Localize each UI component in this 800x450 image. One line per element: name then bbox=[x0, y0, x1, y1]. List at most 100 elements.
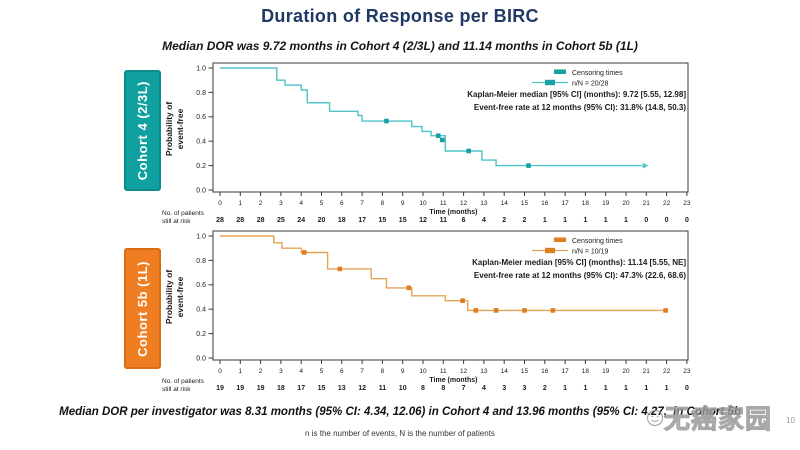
svg-text:12: 12 bbox=[460, 200, 468, 207]
footer-median-line: Median DOR per investigator was 8.31 mon… bbox=[0, 406, 800, 418]
svg-text:6: 6 bbox=[340, 200, 344, 207]
watermark-text: 无癌家园 bbox=[663, 404, 773, 435]
censoring-marker-icon bbox=[554, 237, 566, 242]
svg-text:19: 19 bbox=[216, 385, 224, 392]
slide-subtitle: Median DOR was 9.72 months in Cohort 4 (… bbox=[162, 39, 638, 53]
n-over-N-marker-icon bbox=[545, 79, 555, 86]
svg-text:event-free: event-free bbox=[175, 108, 185, 149]
svg-text:18: 18 bbox=[277, 385, 285, 392]
y-axis-label: Probability of event-free bbox=[164, 102, 185, 156]
cohort4-badge-label: Cohort 4 (2/3L) bbox=[135, 80, 150, 181]
svg-text:21: 21 bbox=[643, 200, 651, 207]
svg-text:0.6: 0.6 bbox=[196, 114, 206, 121]
svg-text:15: 15 bbox=[379, 217, 387, 224]
svg-text:4: 4 bbox=[482, 385, 486, 392]
km-curve bbox=[220, 67, 643, 167]
svg-text:0.8: 0.8 bbox=[196, 90, 206, 97]
svg-text:1: 1 bbox=[563, 385, 567, 392]
svg-text:7: 7 bbox=[360, 368, 364, 375]
svg-text:1: 1 bbox=[583, 217, 587, 224]
svg-text:19: 19 bbox=[602, 368, 610, 375]
svg-text:15: 15 bbox=[318, 385, 326, 392]
svg-text:13: 13 bbox=[338, 385, 346, 392]
svg-text:19: 19 bbox=[236, 385, 244, 392]
footer-note: n is the number of events, N is the numb… bbox=[305, 429, 495, 438]
svg-text:n/N = 20/28: n/N = 20/28 bbox=[572, 81, 608, 88]
svg-text:1: 1 bbox=[624, 217, 628, 224]
x-axis-label: Time (months) bbox=[429, 377, 477, 384]
x-axis: 0 1 2 3 4 5 6 7 8 9 10 11 12 13 14 15 16 17 18 19 20 21 22 23Ti… bbox=[218, 360, 691, 384]
plot-border bbox=[212, 62, 689, 193]
svg-text:5: 5 bbox=[320, 200, 324, 207]
svg-text:Kaplan-Meier median [95% CI] (: Kaplan-Meier median [95% CI] (months): 1… bbox=[472, 258, 686, 267]
svg-text:1: 1 bbox=[624, 385, 628, 392]
censor-marks bbox=[301, 250, 668, 313]
svg-text:still at risk: still at risk bbox=[162, 218, 191, 225]
svg-text:0.6: 0.6 bbox=[196, 282, 206, 289]
footer-median-text: Median DOR per investigator was 8.31 mon… bbox=[59, 406, 667, 418]
svg-text:2: 2 bbox=[259, 368, 263, 375]
svg-text:1: 1 bbox=[238, 200, 242, 207]
svg-text:4: 4 bbox=[299, 200, 303, 207]
x-axis: 0 1 2 3 4 5 6 7 8 9 10 11 12 13 14 15 16 17 18 19 20 21 22 23Ti… bbox=[218, 192, 691, 216]
cohort5b-badge: Cohort 5b (1L) bbox=[124, 248, 161, 369]
svg-text:0.4: 0.4 bbox=[196, 307, 206, 314]
svg-text:0: 0 bbox=[685, 385, 689, 392]
watermark: 无癌家园 bbox=[646, 399, 772, 436]
svg-text:12: 12 bbox=[419, 217, 427, 224]
svg-text:22: 22 bbox=[663, 200, 671, 207]
svg-text:12: 12 bbox=[460, 368, 468, 375]
legend: Censoring times n/N = 10/19 bbox=[532, 237, 623, 256]
svg-text:0.4: 0.4 bbox=[196, 139, 206, 146]
censor-marks bbox=[384, 118, 531, 168]
svg-text:8: 8 bbox=[441, 385, 445, 392]
censoring-marker-icon bbox=[554, 69, 566, 74]
svg-text:20: 20 bbox=[622, 368, 630, 375]
svg-text:Event-free rate at 12 months (: Event-free rate at 12 months (95% CI): 3… bbox=[474, 103, 686, 112]
svg-text:6: 6 bbox=[462, 217, 466, 224]
svg-text:14: 14 bbox=[501, 200, 509, 207]
svg-text:0: 0 bbox=[665, 217, 669, 224]
svg-text:22: 22 bbox=[663, 368, 671, 375]
svg-text:1.0: 1.0 bbox=[196, 233, 206, 240]
svg-text:4: 4 bbox=[482, 217, 486, 224]
svg-text:2: 2 bbox=[523, 217, 527, 224]
svg-text:2: 2 bbox=[502, 217, 506, 224]
km-chart-cohort5b: 1.0 0.8 0.6 0.4 0.2 0.0 Probability of event-fr… bbox=[162, 230, 691, 393]
svg-text:0.0: 0.0 bbox=[196, 355, 206, 362]
svg-text:Censoring times: Censoring times bbox=[572, 70, 623, 77]
plot-axes bbox=[212, 62, 689, 193]
x-axis-label: Time (months) bbox=[429, 209, 477, 216]
svg-text:10: 10 bbox=[399, 385, 407, 392]
svg-text:0: 0 bbox=[218, 368, 222, 375]
svg-text:No. of patients: No. of patients bbox=[162, 378, 205, 385]
svg-text:9: 9 bbox=[401, 200, 405, 207]
km-curve bbox=[220, 235, 666, 312]
svg-text:1.0: 1.0 bbox=[196, 65, 206, 72]
svg-text:0: 0 bbox=[644, 217, 648, 224]
svg-text:3: 3 bbox=[502, 385, 506, 392]
page-title: Duration of Response per BIRC bbox=[261, 6, 539, 26]
svg-text:18: 18 bbox=[582, 200, 590, 207]
svg-text:10: 10 bbox=[419, 200, 427, 207]
svg-text:10: 10 bbox=[419, 368, 427, 375]
svg-text:15: 15 bbox=[521, 368, 529, 375]
svg-text:7: 7 bbox=[462, 385, 466, 392]
svg-text:20: 20 bbox=[622, 200, 630, 207]
svg-text:8: 8 bbox=[421, 385, 425, 392]
svg-text:15: 15 bbox=[399, 217, 407, 224]
svg-text:Probability of: Probability of bbox=[164, 102, 174, 156]
svg-text:1: 1 bbox=[543, 217, 547, 224]
svg-text:15: 15 bbox=[521, 200, 529, 207]
svg-text:16: 16 bbox=[541, 368, 549, 375]
svg-text:No. of patients: No. of patients bbox=[162, 210, 205, 217]
svg-text:20: 20 bbox=[318, 217, 326, 224]
svg-text:6: 6 bbox=[340, 368, 344, 375]
svg-text:3: 3 bbox=[523, 385, 527, 392]
svg-text:12: 12 bbox=[358, 385, 366, 392]
svg-text:1: 1 bbox=[563, 217, 567, 224]
svg-text:0.0: 0.0 bbox=[196, 187, 206, 194]
